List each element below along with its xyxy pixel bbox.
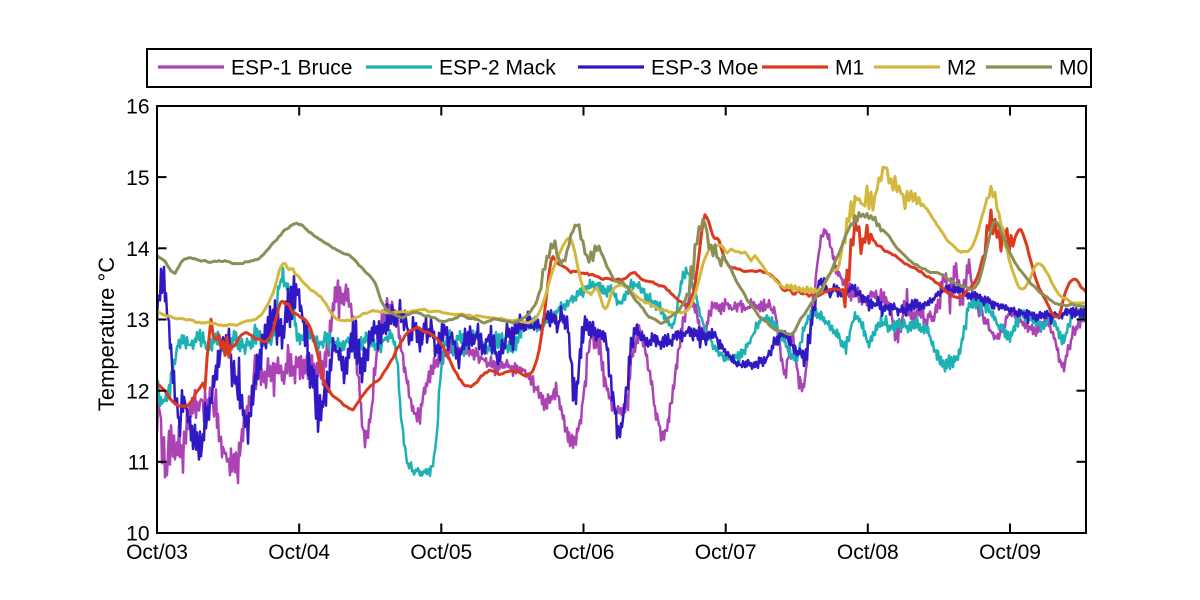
svg-text:10: 10 [126,523,149,546]
svg-text:Oct/05: Oct/05 [410,541,472,564]
svg-text:Oct/04: Oct/04 [268,541,330,564]
svg-text:M2: M2 [947,57,976,80]
svg-text:M0: M0 [1059,57,1088,80]
svg-text:Temperature °C: Temperature °C [94,257,119,411]
svg-text:Oct/03: Oct/03 [126,541,188,564]
svg-text:M1: M1 [835,57,864,80]
svg-text:12: 12 [126,380,149,403]
svg-text:16: 16 [126,96,149,119]
svg-text:13: 13 [126,309,149,332]
svg-text:15: 15 [126,167,149,190]
svg-text:ESP-1 Bruce: ESP-1 Bruce [231,57,352,80]
svg-text:Oct/08: Oct/08 [837,541,899,564]
svg-text:Oct/09: Oct/09 [979,541,1041,564]
svg-text:14: 14 [126,238,150,261]
svg-text:ESP-3 Moe: ESP-3 Moe [651,57,758,80]
svg-text:ESP-2 Mack: ESP-2 Mack [439,57,556,80]
svg-text:11: 11 [128,452,150,475]
svg-text:Oct/07: Oct/07 [695,541,757,564]
svg-text:Oct/06: Oct/06 [553,541,615,564]
